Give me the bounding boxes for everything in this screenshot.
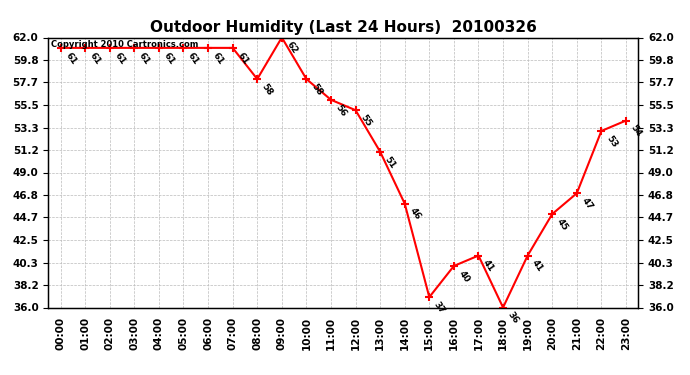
Text: 61: 61 <box>63 51 78 66</box>
Text: 61: 61 <box>88 51 103 66</box>
Text: 56: 56 <box>334 103 348 118</box>
Text: 47: 47 <box>580 196 594 211</box>
Text: 46: 46 <box>408 206 422 222</box>
Text: 58: 58 <box>260 82 275 97</box>
Text: 61: 61 <box>211 51 226 66</box>
Text: 55: 55 <box>358 113 373 128</box>
Text: 62: 62 <box>284 40 299 56</box>
Text: 61: 61 <box>137 51 152 66</box>
Text: 37: 37 <box>432 300 446 315</box>
Text: 61: 61 <box>186 51 201 66</box>
Text: 41: 41 <box>481 258 496 274</box>
Text: 61: 61 <box>161 51 176 66</box>
Text: 51: 51 <box>383 154 397 170</box>
Title: Outdoor Humidity (Last 24 Hours)  20100326: Outdoor Humidity (Last 24 Hours) 2010032… <box>150 20 537 35</box>
Text: Copyright 2010 Cartronics.com: Copyright 2010 Cartronics.com <box>51 40 199 49</box>
Text: 61: 61 <box>235 51 250 66</box>
Text: 54: 54 <box>629 123 643 139</box>
Text: 61: 61 <box>112 51 127 66</box>
Text: 36: 36 <box>506 310 520 326</box>
Text: 53: 53 <box>604 134 619 149</box>
Text: 58: 58 <box>309 82 324 97</box>
Text: 41: 41 <box>531 258 545 274</box>
Text: 45: 45 <box>555 217 570 232</box>
Text: 40: 40 <box>457 269 471 284</box>
